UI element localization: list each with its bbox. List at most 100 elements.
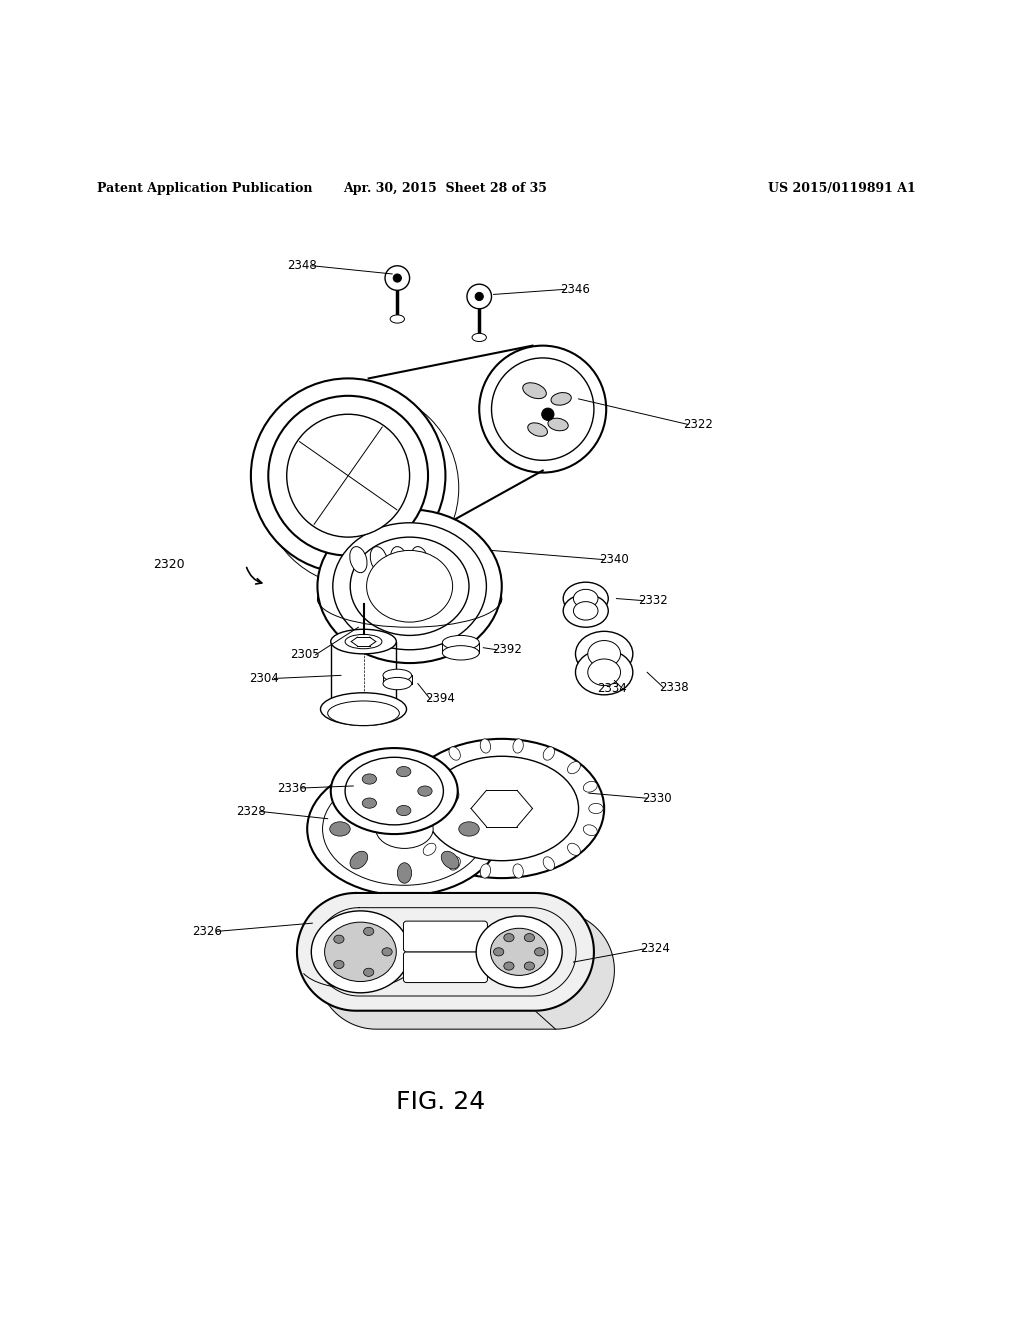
Ellipse shape [567,762,581,774]
Ellipse shape [479,346,606,473]
Ellipse shape [350,537,469,635]
Ellipse shape [480,739,490,754]
Ellipse shape [575,649,633,694]
Ellipse shape [287,414,410,537]
Ellipse shape [390,315,404,323]
Text: 2334: 2334 [597,682,628,696]
Ellipse shape [397,863,412,883]
Circle shape [467,284,492,309]
Ellipse shape [334,935,344,944]
Ellipse shape [364,968,374,977]
Ellipse shape [362,774,377,784]
Ellipse shape [334,961,344,969]
Ellipse shape [317,570,502,627]
Ellipse shape [345,758,443,825]
Ellipse shape [311,911,410,993]
Ellipse shape [251,379,445,573]
Ellipse shape [563,582,608,615]
FancyBboxPatch shape [403,952,487,982]
Ellipse shape [494,948,504,956]
Ellipse shape [396,767,411,776]
Ellipse shape [584,781,597,792]
Ellipse shape [371,546,387,573]
Ellipse shape [397,775,412,795]
Ellipse shape [396,805,411,816]
Ellipse shape [588,640,621,667]
Ellipse shape [391,546,408,573]
Ellipse shape [376,809,433,849]
Ellipse shape [333,523,486,649]
Ellipse shape [573,602,598,620]
Polygon shape [317,911,614,1030]
Ellipse shape [449,857,461,870]
Ellipse shape [548,418,568,430]
Ellipse shape [317,510,502,663]
Ellipse shape [527,422,548,437]
Text: 2322: 2322 [683,418,714,430]
Ellipse shape [513,739,523,754]
Text: 2336: 2336 [276,781,307,795]
Ellipse shape [504,933,514,941]
Ellipse shape [513,863,523,878]
Text: 2348: 2348 [287,259,317,272]
Ellipse shape [480,863,490,878]
Text: 2330: 2330 [643,792,672,805]
Ellipse shape [490,928,548,975]
Ellipse shape [492,358,594,461]
Ellipse shape [383,669,412,681]
Ellipse shape [350,546,367,573]
Ellipse shape [588,659,621,685]
Ellipse shape [418,785,432,796]
Ellipse shape [382,948,392,956]
Text: 2326: 2326 [191,925,222,937]
Ellipse shape [504,962,514,970]
Ellipse shape [323,772,486,886]
Text: Apr. 30, 2015  Sheet 28 of 35: Apr. 30, 2015 Sheet 28 of 35 [343,182,548,195]
Text: 2340: 2340 [599,553,630,566]
Ellipse shape [543,857,555,870]
Ellipse shape [543,747,555,760]
Circle shape [542,408,554,420]
Ellipse shape [330,822,350,836]
Ellipse shape [459,822,479,836]
Ellipse shape [399,739,604,878]
Text: 2304: 2304 [249,672,280,685]
Ellipse shape [364,927,374,936]
Ellipse shape [425,756,579,861]
Ellipse shape [449,747,461,760]
Ellipse shape [535,948,545,956]
Ellipse shape [407,781,420,792]
Ellipse shape [407,825,420,836]
Ellipse shape [400,804,415,813]
Text: 2305: 2305 [291,648,319,661]
Ellipse shape [367,550,453,622]
Ellipse shape [472,334,486,342]
Text: 2346: 2346 [560,282,591,296]
Ellipse shape [589,804,603,813]
Ellipse shape [362,799,377,808]
Ellipse shape [442,635,479,649]
Ellipse shape [524,962,535,970]
Ellipse shape [442,645,479,660]
Ellipse shape [573,589,598,607]
Text: US 2015/0119891 A1: US 2015/0119891 A1 [768,182,915,195]
Ellipse shape [563,594,608,627]
Ellipse shape [331,697,396,722]
Ellipse shape [412,546,428,573]
FancyBboxPatch shape [403,921,487,952]
Ellipse shape [268,396,428,556]
Polygon shape [297,892,594,1011]
Ellipse shape [441,851,459,869]
Text: 2394: 2394 [425,693,456,705]
Ellipse shape [331,630,396,653]
Ellipse shape [321,693,407,726]
Circle shape [393,275,401,282]
Text: 2324: 2324 [640,942,671,956]
Ellipse shape [328,701,399,726]
Ellipse shape [524,933,535,941]
Ellipse shape [307,763,502,895]
Text: Patent Application Publication: Patent Application Publication [97,182,312,195]
Ellipse shape [331,748,458,834]
Ellipse shape [551,392,571,405]
Ellipse shape [584,825,597,836]
